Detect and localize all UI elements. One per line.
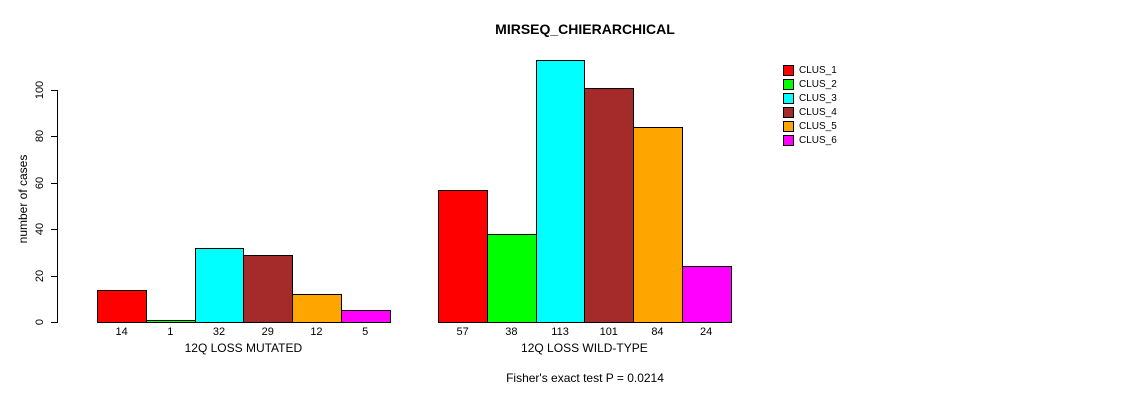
- bar-clus_5-group1: [292, 294, 342, 323]
- y-axis-tick: [51, 275, 58, 277]
- bar-clus_4-group1: [243, 255, 293, 323]
- bar-value-label: 38: [505, 326, 518, 338]
- bar-value-label: 5: [362, 326, 369, 338]
- legend-item-clus_3: CLUS_3: [783, 93, 837, 104]
- bar-value-label: 29: [261, 326, 274, 338]
- y-axis-tick: [51, 136, 58, 138]
- legend-item-clus_4: CLUS_4: [783, 107, 837, 118]
- x-category-label: 12Q LOSS MUTATED: [184, 341, 303, 355]
- y-axis-tick-label: 60: [34, 176, 46, 189]
- y-axis-tick-label: 80: [34, 130, 46, 143]
- bar-value-label: 101: [599, 326, 618, 338]
- legend-label: CLUS_3: [799, 93, 837, 104]
- legend-label: CLUS_6: [799, 135, 837, 146]
- legend-swatch: [783, 121, 794, 132]
- y-axis-tick: [51, 322, 58, 323]
- y-axis-tick-label: 40: [34, 223, 46, 236]
- bar-value-label: 14: [115, 326, 128, 338]
- legend-item-clus_6: CLUS_6: [783, 135, 837, 146]
- y-axis-tick-label: 20: [34, 269, 46, 282]
- legend-item-clus_5: CLUS_5: [783, 121, 837, 132]
- y-axis-label: number of cases: [16, 154, 30, 244]
- y-axis-tick: [51, 90, 58, 91]
- bar-clus_4-group2: [584, 88, 634, 323]
- legend-label: CLUS_4: [799, 107, 837, 118]
- legend-label: CLUS_2: [799, 79, 837, 90]
- y-axis-line: [57, 90, 58, 323]
- legend-swatch: [783, 65, 794, 76]
- x-category-label: 12Q LOSS WILD-TYPE: [521, 341, 648, 355]
- legend-swatch: [783, 79, 794, 90]
- bar-clus_3-group1: [195, 248, 244, 323]
- legend-item-clus_1: CLUS_1: [783, 65, 837, 76]
- legend-swatch: [783, 135, 794, 146]
- legend-label: CLUS_5: [799, 121, 837, 132]
- bar-value-label: 12: [310, 326, 323, 338]
- bar-value-label: 24: [700, 326, 713, 338]
- bar-clus_5-group2: [633, 127, 683, 323]
- bar-value-label: 84: [651, 326, 664, 338]
- legend-swatch: [783, 93, 794, 104]
- bar-clus_6-group1: [341, 310, 391, 323]
- bar-clus_2-group2: [487, 234, 537, 323]
- chart-title: MIRSEQ_CHIERARCHICAL: [495, 21, 675, 37]
- legend-item-clus_2: CLUS_2: [783, 79, 837, 90]
- bar-value-label: 113: [551, 326, 569, 338]
- y-axis-tick: [51, 229, 58, 231]
- bar-clus_1-group1: [97, 290, 147, 323]
- bar-clus_1-group2: [438, 190, 488, 323]
- bar-clus_2-group1: [146, 320, 196, 323]
- bar-clus_3-group2: [536, 60, 585, 323]
- y-axis-tick: [51, 182, 58, 184]
- legend-swatch: [783, 107, 794, 118]
- bar-value-label: 57: [456, 326, 469, 338]
- annotation-text: Fisher's exact test P = 0.0214: [506, 371, 664, 385]
- bar-clus_6-group2: [682, 266, 732, 323]
- y-axis-tick-label: 0: [34, 318, 46, 326]
- bar-value-label: 1: [167, 326, 174, 338]
- legend-label: CLUS_1: [799, 65, 837, 76]
- bar-value-label: 32: [212, 326, 226, 338]
- y-axis-tick-label: 100: [34, 80, 46, 100]
